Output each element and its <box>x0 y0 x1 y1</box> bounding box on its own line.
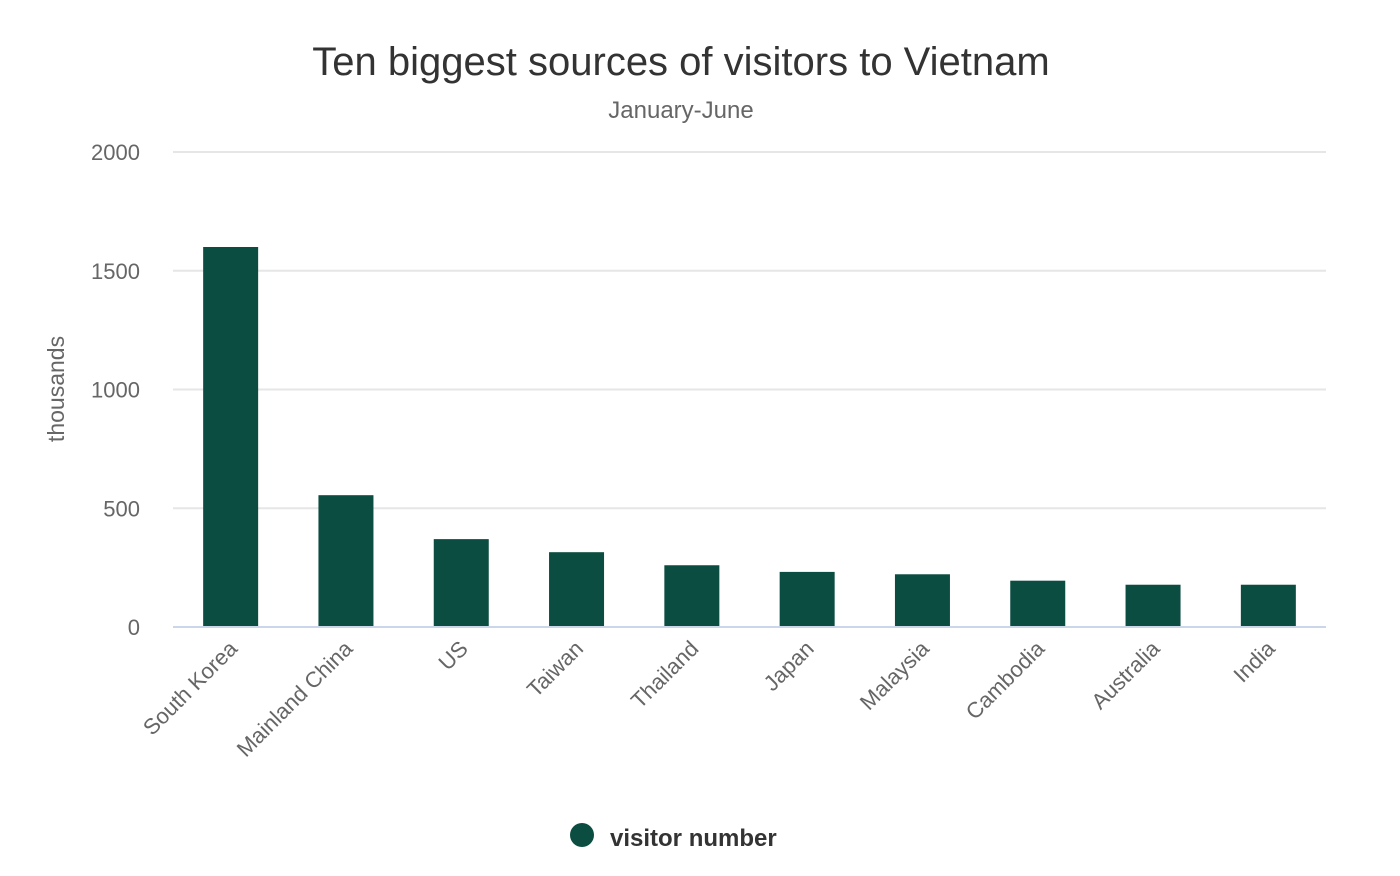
bars <box>203 247 1296 627</box>
y-tick-label: 500 <box>103 496 140 521</box>
legend[interactable]: visitor number <box>570 823 777 852</box>
bar[interactable] <box>1125 584 1181 627</box>
chart-title: Ten biggest sources of visitors to Vietn… <box>312 40 1049 84</box>
bar[interactable] <box>894 574 950 627</box>
x-tick-label: Thailand <box>626 636 703 713</box>
x-tick-label: Japan <box>759 636 819 696</box>
y-axis-ticks: 0 500 1000 1500 2000 <box>91 140 140 640</box>
gridlines <box>173 151 1326 510</box>
y-tick-label: 0 <box>128 615 140 640</box>
bar[interactable] <box>664 565 720 627</box>
bar[interactable] <box>203 247 259 627</box>
chart-subtitle: January-June <box>608 97 753 124</box>
x-tick-label: US <box>433 636 472 675</box>
bar[interactable] <box>1010 580 1066 627</box>
x-tick-label: Malaysia <box>855 635 935 715</box>
bar[interactable] <box>433 539 489 627</box>
y-tick-label: 2000 <box>91 140 140 165</box>
x-tick-label: Mainland China <box>232 635 358 761</box>
legend-marker-icon <box>570 823 594 847</box>
y-tick-label: 1000 <box>91 378 140 403</box>
bar[interactable] <box>549 552 605 627</box>
bar[interactable] <box>779 571 835 627</box>
x-tick-label: Cambodia <box>961 635 1050 724</box>
legend-label: visitor number <box>610 825 777 852</box>
bar[interactable] <box>1240 584 1296 627</box>
y-tick-label: 1500 <box>91 259 140 284</box>
x-tick-label: India <box>1228 635 1280 687</box>
x-tick-label: Australia <box>1086 635 1165 714</box>
y-axis-title: thousands <box>43 336 69 442</box>
x-tick-label: South Korea <box>138 635 243 740</box>
bar[interactable] <box>318 495 374 627</box>
x-tick-label: Taiwan <box>522 636 588 702</box>
